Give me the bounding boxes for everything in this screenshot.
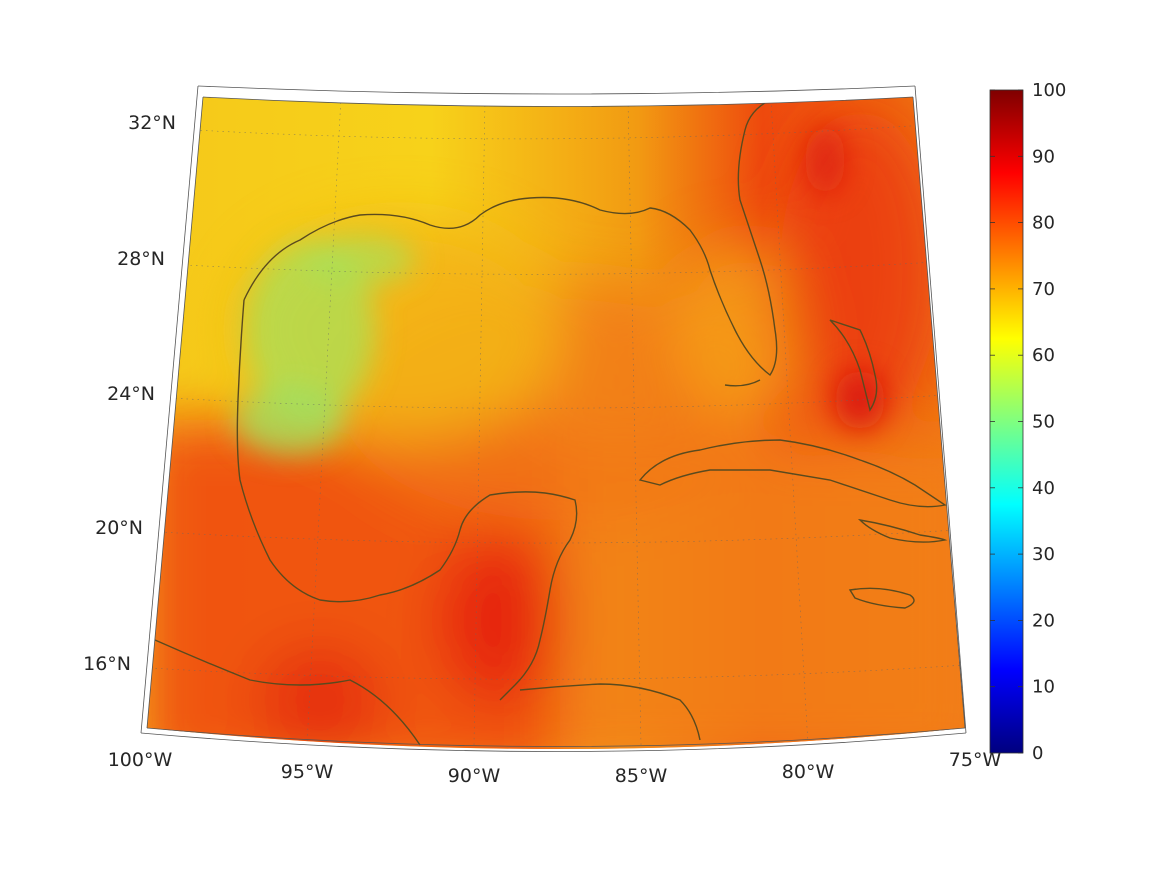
colorbar-tick-label: 50: [1032, 412, 1055, 433]
colorbar-tick-label: 70: [1032, 279, 1055, 300]
colorbar-tick-label: 90: [1032, 146, 1055, 167]
colorbar-tick-label: 30: [1032, 544, 1055, 565]
cuba: [638, 439, 947, 508]
colorbar-gradient: [989, 89, 1024, 754]
lat-label: 32°N: [128, 112, 176, 134]
colorbar-tick-label: 20: [1032, 610, 1055, 631]
colorbar-tick-label: 40: [1032, 478, 1055, 499]
florida-keys: [724, 379, 761, 387]
lon-label: 75°W: [949, 749, 1002, 771]
lon-label: 80°W: [782, 761, 835, 783]
lat-label: 16°N: [83, 653, 131, 675]
lat-label: 20°N: [95, 517, 143, 539]
central-america-coast: [154, 639, 421, 746]
jamaica: [848, 587, 915, 609]
latitude-labels: 32°N 28°N 24°N 20°N 16°N: [83, 112, 176, 675]
colorbar-tick-label: 60: [1032, 345, 1055, 366]
temperature-field: [147, 97, 965, 749]
gulf-coast-west: [236, 299, 578, 701]
lon-label: 85°W: [615, 765, 668, 787]
lon-label: 100°W: [108, 749, 173, 771]
colorbar-tick-label: 80: [1032, 213, 1055, 234]
lon-label: 95°W: [281, 761, 334, 783]
colorbar: 0 10 20 30 40 50 60 70 80 90 100: [989, 80, 1066, 764]
lon-label: 90°W: [448, 765, 501, 787]
lat-label: 24°N: [107, 383, 155, 405]
map-frame: [140, 85, 967, 752]
bahamas: [829, 319, 878, 412]
colorbar-tick-label: 0: [1032, 743, 1043, 764]
lat-label: 28°N: [117, 248, 165, 270]
graticule: [149, 97, 965, 746]
colorbar-tick-label: 10: [1032, 677, 1055, 698]
coastlines: [154, 99, 948, 746]
gulf-coast-north: [243, 99, 778, 377]
colorbar-ticks: 0 10 20 30 40 50 60 70 80 90 100: [990, 80, 1066, 764]
cuba-east: [857, 518, 948, 543]
colorbar-tick-label: 100: [1032, 80, 1066, 101]
longitude-labels: 100°W 95°W 90°W 85°W 80°W 75°W: [108, 749, 1002, 787]
honduras-coast: [519, 683, 701, 741]
